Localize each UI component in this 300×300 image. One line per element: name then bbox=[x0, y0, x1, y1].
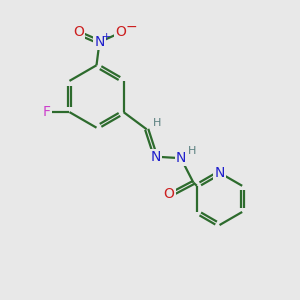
Text: H: H bbox=[188, 146, 196, 156]
Text: O: O bbox=[115, 25, 126, 39]
Text: N: N bbox=[94, 35, 105, 49]
Text: O: O bbox=[164, 187, 174, 201]
Text: F: F bbox=[43, 105, 51, 119]
Text: O: O bbox=[73, 25, 84, 39]
Text: −: − bbox=[125, 20, 137, 34]
Text: N: N bbox=[176, 151, 186, 165]
Text: +: + bbox=[101, 32, 111, 42]
Text: H: H bbox=[153, 118, 161, 128]
Text: N: N bbox=[150, 150, 161, 164]
Text: N: N bbox=[214, 166, 225, 180]
